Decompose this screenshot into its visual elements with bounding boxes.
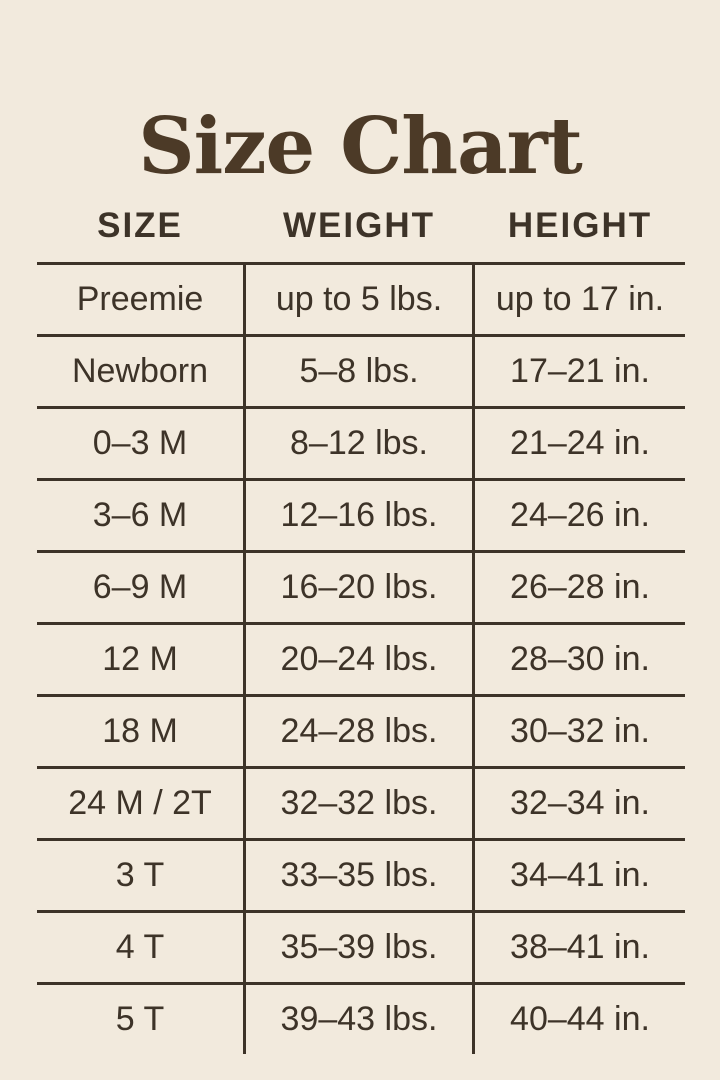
size-chart-table: SIZE WEIGHT HEIGHT Preemie up to 5 lbs. up… — [37, 190, 685, 1054]
column-header-height: HEIGHT — [507, 206, 653, 245]
weight-cell: 16–20 lbs. — [243, 553, 475, 622]
weight-cell: 32–32 lbs. — [243, 769, 475, 838]
table-header-row: SIZE WEIGHT HEIGHT — [37, 190, 685, 262]
size-cell: 24 M / 2T — [68, 784, 212, 822]
size-cell: Newborn — [71, 352, 209, 390]
table-row: 12 M 20–24 lbs. 28–30 in. — [37, 622, 685, 694]
weight-cell: 12–16 lbs. — [243, 481, 475, 550]
weight-cell: 8–12 lbs. — [243, 409, 475, 478]
weight-cell: 20–24 lbs. — [243, 625, 475, 694]
table-row: 5 T 39–43 lbs. 40–44 in. — [37, 982, 685, 1054]
height-cell: 28–30 in. — [510, 640, 650, 678]
table-row: 0–3 M 8–12 lbs. 21–24 in. — [37, 406, 685, 478]
size-cell: 4 T — [115, 928, 165, 966]
column-header-size: SIZE — [97, 206, 183, 245]
size-cell: Preemie — [76, 280, 204, 318]
weight-cell: 24–28 lbs. — [243, 697, 475, 766]
height-cell: 17–21 in. — [510, 352, 650, 390]
size-cell: 12 M — [102, 640, 178, 678]
height-cell: 30–32 in. — [510, 712, 650, 750]
size-cell: 5 T — [115, 1000, 165, 1038]
weight-cell: 5–8 lbs. — [243, 337, 475, 406]
height-cell: up to 17 in. — [495, 280, 665, 318]
size-cell: 0–3 M — [92, 424, 188, 462]
height-cell: 38–41 in. — [510, 928, 650, 966]
table-body: Preemie up to 5 lbs. up to 17 in. Newborn 5–… — [37, 262, 685, 1054]
table-row: 6–9 M 16–20 lbs. 26–28 in. — [37, 550, 685, 622]
height-cell: 40–44 in. — [510, 1000, 650, 1038]
page-title: Size Chart — [138, 101, 583, 193]
table-row: Preemie up to 5 lbs. up to 17 in. — [37, 262, 685, 334]
height-cell: 24–26 in. — [510, 496, 650, 534]
height-cell: 34–41 in. — [510, 856, 650, 894]
weight-cell: 39–43 lbs. — [243, 985, 475, 1054]
weight-cell: up to 5 lbs. — [243, 265, 475, 334]
table-row: 24 M / 2T 32–32 lbs. 32–34 in. — [37, 766, 685, 838]
height-cell: 26–28 in. — [510, 568, 650, 606]
size-cell: 3–6 M — [92, 496, 188, 534]
table-row: 4 T 35–39 lbs. 38–41 in. — [37, 910, 685, 982]
table-row: 3–6 M 12–16 lbs. 24–26 in. — [37, 478, 685, 550]
column-header-weight: WEIGHT — [283, 206, 435, 245]
height-cell: 32–34 in. — [510, 784, 650, 822]
size-cell: 3 T — [115, 856, 165, 894]
weight-cell: 33–35 lbs. — [243, 841, 475, 910]
size-cell: 6–9 M — [92, 568, 188, 606]
table-row: 3 T 33–35 lbs. 34–41 in. — [37, 838, 685, 910]
table-row: Newborn 5–8 lbs. 17–21 in. — [37, 334, 685, 406]
weight-cell: 35–39 lbs. — [243, 913, 475, 982]
table-row: 18 M 24–28 lbs. 30–32 in. — [37, 694, 685, 766]
height-cell: 21–24 in. — [510, 424, 650, 462]
size-cell: 18 M — [102, 712, 178, 750]
